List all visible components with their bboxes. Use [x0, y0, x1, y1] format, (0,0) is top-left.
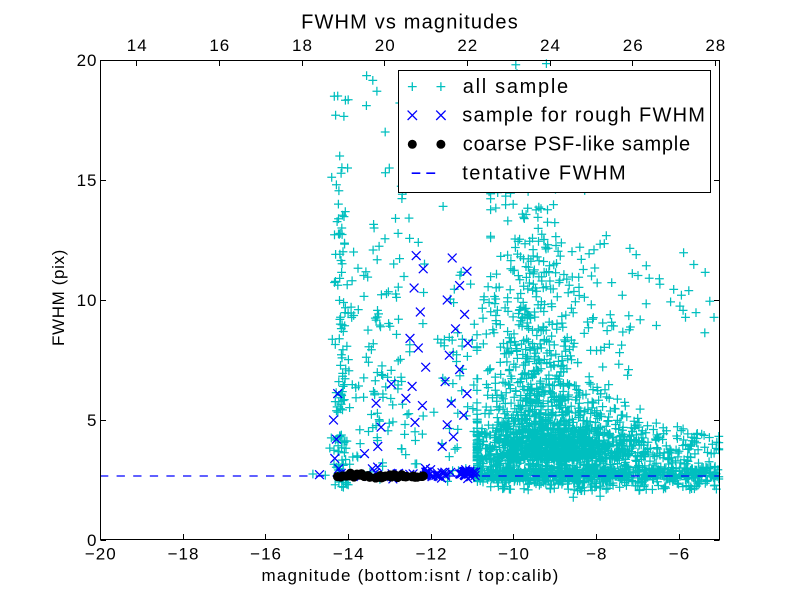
svg-text:16: 16: [209, 36, 230, 55]
svg-text:coarse PSF-like sample: coarse PSF-like sample: [463, 134, 691, 156]
svg-text:14: 14: [127, 36, 148, 55]
svg-text:−16: −16: [250, 545, 282, 564]
svg-text:−14: −14: [333, 545, 365, 564]
svg-text:tentative FWHM: tentative FWHM: [462, 163, 627, 185]
svg-text:20: 20: [77, 51, 98, 70]
svg-text:FWHM vs magnitudes: FWHM vs magnitudes: [301, 12, 519, 34]
svg-text:−20: −20: [85, 545, 117, 564]
svg-text:10: 10: [77, 291, 98, 310]
svg-text:FWHM (pix): FWHM (pix): [49, 249, 68, 346]
svg-text:magnitude (bottom:isnt / top:c: magnitude (bottom:isnt / top:calib): [261, 566, 559, 585]
svg-text:22: 22: [457, 36, 478, 55]
svg-text:all sample: all sample: [463, 76, 570, 98]
svg-text:−18: −18: [168, 545, 200, 564]
svg-text:26: 26: [623, 36, 644, 55]
svg-text:−6: −6: [669, 545, 690, 564]
svg-text:−8: −8: [586, 545, 607, 564]
svg-text:5: 5: [87, 411, 97, 430]
svg-text:−10: −10: [498, 545, 530, 564]
svg-text:sample for rough FWHM: sample for rough FWHM: [462, 105, 706, 127]
svg-text:18: 18: [292, 36, 313, 55]
svg-text:15: 15: [77, 171, 98, 190]
svg-text:20: 20: [375, 36, 396, 55]
svg-text:−12: −12: [416, 545, 448, 564]
svg-text:24: 24: [540, 36, 561, 55]
svg-text:0: 0: [87, 531, 97, 550]
svg-text:28: 28: [705, 36, 726, 55]
